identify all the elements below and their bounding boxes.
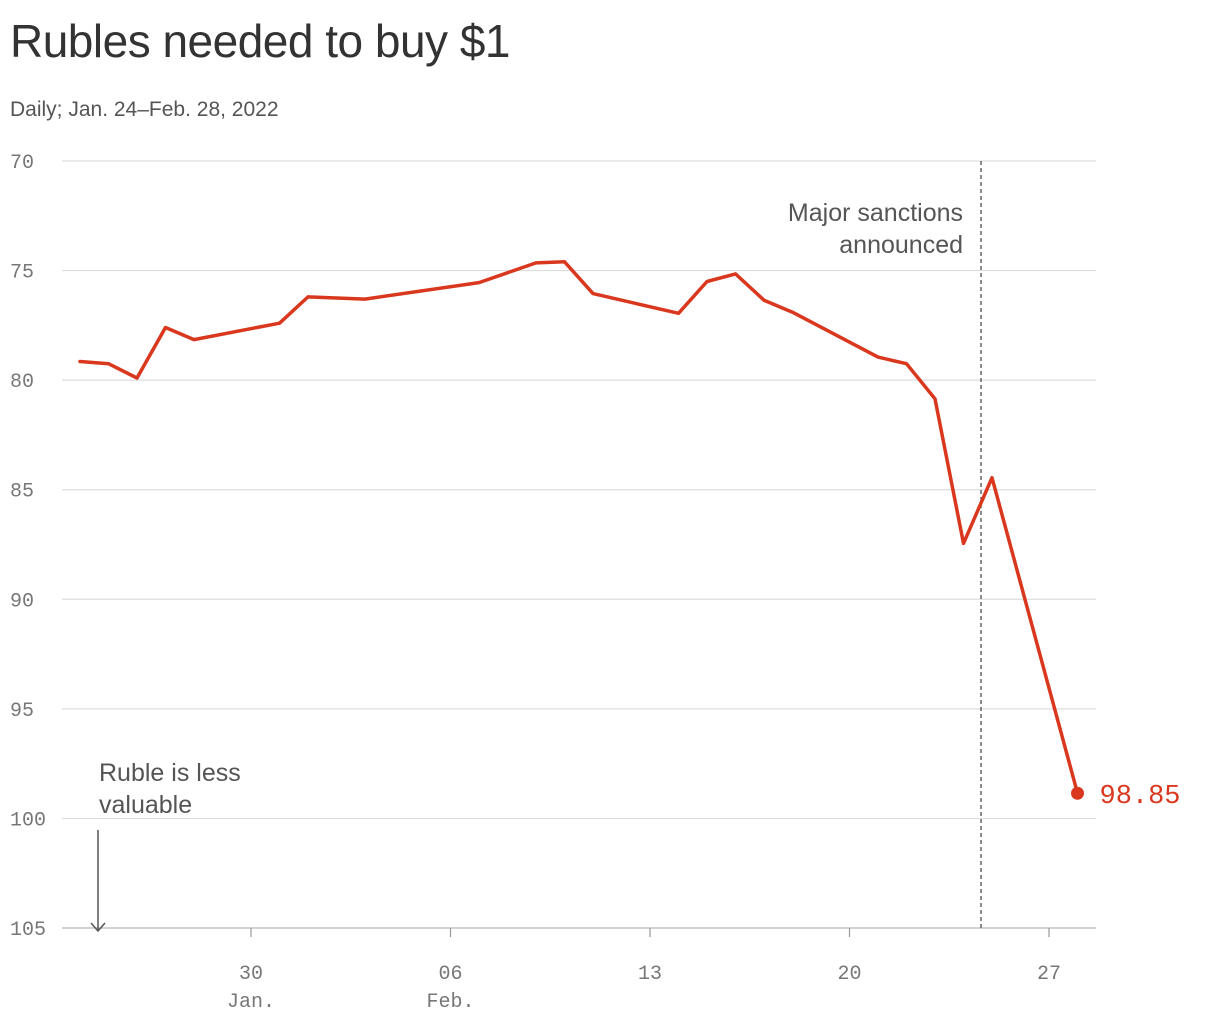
y-tick-label-95: 95 [10,700,34,723]
y-tick-label-80: 80 [10,371,34,394]
x-tick-label-13: 13 [638,963,662,986]
x-tick-label-20: 20 [837,963,861,986]
series-line-0 [78,260,1080,795]
y-tick-label-90: 90 [10,590,34,613]
arrow-head [90,922,106,933]
end-value-label: 98.85 [1100,782,1181,812]
y-tick-label-75: 75 [10,262,34,285]
y-tick-label-70: 70 [10,152,34,175]
down-arrow-icon [90,830,106,933]
x-tick-sublabel-jan: Jan. [227,991,275,1014]
sanctions-annotation-line2: announced [839,231,963,259]
direction-annotation-line2: valuable [99,791,192,819]
y-tick-label-85: 85 [10,481,34,504]
chart-subtitle: Daily; Jan. 24–Feb. 28, 2022 [10,98,279,121]
y-axis-ticks: 70 75 80 85 90 95 100 105 [10,152,46,942]
y-tick-label-100: 100 [10,809,46,832]
series-group [78,260,1084,800]
x-tick-label-06: 06 [438,963,462,986]
x-tick-label-27: 27 [1037,963,1061,986]
x-tick-sublabel-feb: Feb. [426,991,474,1014]
y-tick-label-105: 105 [10,919,46,942]
end-point [1071,786,1084,800]
chart-title: Rubles needed to buy $1 [10,15,511,67]
x-axis: 30 Jan. 06 Feb. 13 20 27 [62,927,1096,1014]
x-tick-label-30: 30 [239,963,263,986]
direction-annotation-line1: Ruble is less [99,759,241,787]
sanctions-annotation-line1: Major sanctions [788,199,963,227]
